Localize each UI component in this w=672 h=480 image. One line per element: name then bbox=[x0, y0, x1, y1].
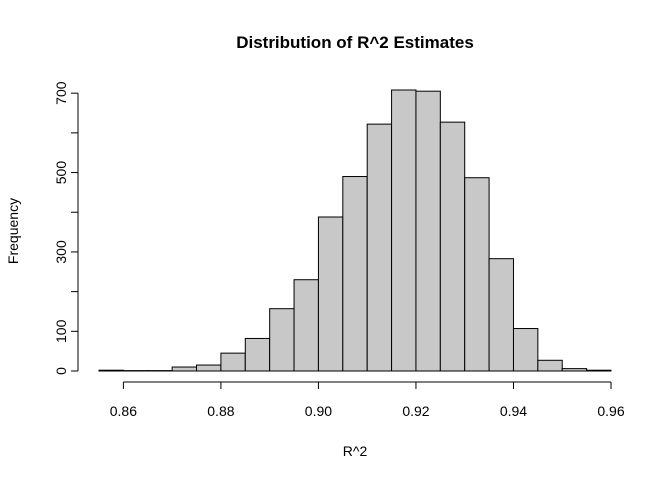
x-tick-label: 0.90 bbox=[305, 403, 332, 419]
x-tick-label: 0.92 bbox=[402, 403, 429, 419]
histogram-bar bbox=[586, 369, 612, 372]
y-tick-label: 500 bbox=[53, 161, 69, 185]
x-tick-label: 0.94 bbox=[500, 403, 527, 419]
histogram-bar bbox=[439, 121, 466, 372]
x-axis-label: R^2 bbox=[343, 443, 368, 459]
histogram-bar bbox=[391, 89, 417, 372]
histogram-bar bbox=[561, 368, 588, 372]
y-tick-label: 0 bbox=[53, 367, 69, 375]
histogram-bar bbox=[537, 359, 563, 372]
x-tick-label: 0.88 bbox=[207, 403, 234, 419]
x-tick-label: 0.86 bbox=[110, 403, 137, 419]
histogram-bar bbox=[366, 123, 393, 372]
y-tick-label: 300 bbox=[53, 240, 69, 264]
x-axis: 0.86 0.88 0.90 0.92 0.94 0.96 bbox=[110, 381, 625, 419]
histogram-bar bbox=[220, 352, 246, 372]
histogram-bar bbox=[196, 364, 222, 372]
histogram-bar bbox=[244, 337, 271, 372]
histogram-bar bbox=[488, 258, 514, 372]
histogram-bar bbox=[293, 279, 319, 372]
y-tick-label: 100 bbox=[53, 319, 69, 343]
histogram-bar bbox=[342, 176, 368, 372]
chart-title: Distribution of R^2 Estimates bbox=[236, 33, 474, 52]
y-tick-label: 700 bbox=[53, 81, 69, 105]
histogram-bar bbox=[98, 369, 124, 372]
histogram-bar bbox=[171, 366, 198, 372]
y-axis: 0 100 300 500 700 bbox=[53, 81, 79, 375]
histogram-bar bbox=[269, 308, 295, 372]
bars-group bbox=[98, 89, 612, 372]
histogram-bar bbox=[464, 177, 490, 372]
histogram-bar bbox=[512, 328, 539, 372]
histogram-bar bbox=[317, 216, 344, 372]
y-axis-label: Frequency bbox=[5, 198, 21, 264]
histogram-bar bbox=[415, 90, 441, 372]
x-tick-label: 0.96 bbox=[597, 403, 624, 419]
